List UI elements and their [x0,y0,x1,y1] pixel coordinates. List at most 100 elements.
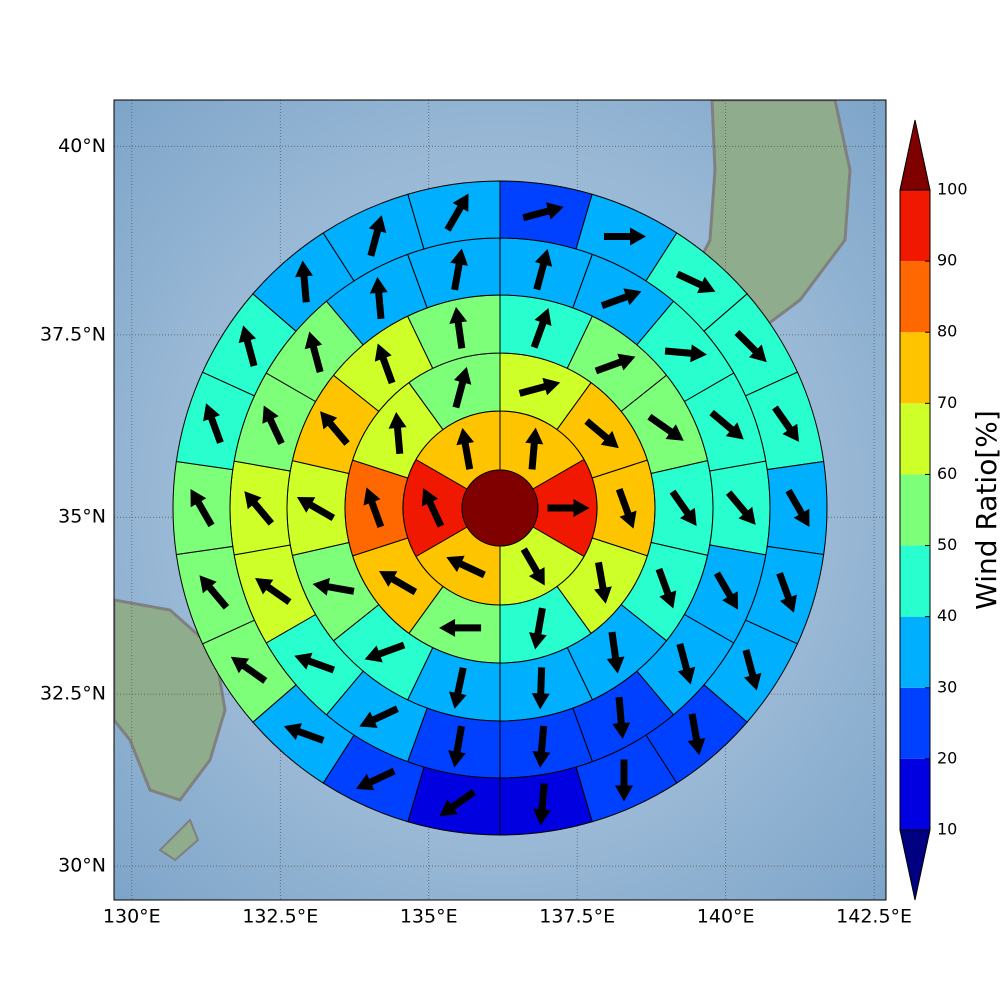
wind-arrow [547,499,590,517]
colorbar-tick-label: 90 [937,251,957,270]
wind-arrow [615,488,637,529]
colorbar-segment [900,332,930,404]
axes: 130°E 132.5°E 135°E 137.5°E 140°E 142.5°E 30°N… [40,135,912,928]
x-tick-label: 132.5°E [242,906,318,928]
y-tick-label: 37.5°N [40,323,106,345]
wind-arrow [283,723,325,744]
wind-arrow [522,202,564,222]
wind-arrow [532,783,551,826]
wind-arrow [304,331,324,373]
wind-arrow [230,656,268,684]
colorbar-segment [900,190,930,262]
wind-arrow [379,571,418,596]
cell [407,766,501,836]
wind-arrow [363,487,385,528]
wind-arrow [734,330,767,363]
wind-arrow [531,667,550,710]
wind-arrow [320,411,350,446]
x-tick-label: 142.5°E [836,906,912,928]
wind-arrow [518,377,561,397]
wind-arrow [262,405,285,446]
colorbar-frame [899,189,931,831]
wind-arrow [785,488,810,528]
wind-arrows [190,193,810,826]
wind-arrow [367,215,387,257]
colorbar-over [899,119,931,191]
colorbar-segment [900,616,930,688]
wind-arrow [529,607,547,650]
colorbar-segment [900,261,930,333]
colorbar-tick-label: 100 [937,180,968,199]
wind-arrow [444,193,469,232]
colorbar-segment [900,545,930,617]
colorbar-tick-label: 40 [937,606,957,625]
wind-arrow [655,567,677,609]
wind-arrow [294,652,335,674]
land [114,598,227,802]
wind-arrow [295,260,313,303]
wind-arrow [606,631,625,674]
wind-arrow [525,427,544,470]
wind-arrow [709,409,744,440]
wind-arrow [594,561,612,604]
wind-arrow [687,713,706,756]
wind-arrow [664,344,707,363]
y-tick-label: 40°N [58,135,106,157]
wind-arrow [532,725,551,768]
colorbar-tick-label: 20 [937,748,957,767]
wind-arrow [776,572,797,613]
y-tick-label: 30°N [58,855,106,877]
colorbar-segment [900,758,930,830]
colorbar-tick-label: 10 [937,820,957,839]
wind-arrow [312,577,355,596]
land [158,818,200,862]
wind-arrow [713,571,738,610]
colorbar-segment [900,403,930,475]
wind-arrow [584,418,619,449]
wind-arrow [446,555,486,579]
colorbar-segment [900,474,930,546]
wind-arrow [421,488,445,528]
x-tick-label: 130°E [103,906,161,928]
wind-arrow [647,413,684,441]
wind-arrow [600,288,642,309]
wind-arrow [244,491,275,526]
colorbar-tick-label: 70 [937,393,957,412]
wind-arrow [439,618,482,637]
wind-arrow [772,405,800,442]
wind-arrow [359,705,399,728]
wind-arrow [369,276,388,320]
wind-arrow [669,489,697,527]
map-frame [113,99,887,901]
wind-arrow [594,353,636,375]
wind-arrow [725,490,756,525]
wind-arrow [238,325,258,367]
wind-arrow [199,575,230,610]
wind-arrow [356,767,396,791]
wind-arrow [388,412,407,455]
wind-arrow [364,641,406,663]
wind-arrow [203,403,224,444]
y-tick-label: 35°N [58,506,106,528]
wind-arrow [533,248,553,291]
wind-arrow [742,649,762,691]
wind-arrow [530,307,552,349]
wind-arrow [612,696,631,740]
wind-arrow [676,643,696,685]
colorbar-tick-label: 50 [937,535,957,554]
wind-arrow [190,488,215,528]
wind-arrow [520,547,545,586]
wind-arrow [604,227,647,246]
wind-arrow [456,427,475,470]
wind-arrow [439,789,476,817]
colorbar-tick-label: 30 [937,677,957,696]
colorbar-under [899,829,931,901]
wind-arrow [449,667,467,709]
center-cell [461,469,539,547]
wind-arrow [450,248,468,291]
colorbar: 10 20 30 40 50 60 70 80 90 100 [899,119,968,901]
colorbar-tick-label: 80 [937,322,957,341]
polar-grid [172,180,828,836]
y-tick-label: 32.5°N [40,683,106,705]
